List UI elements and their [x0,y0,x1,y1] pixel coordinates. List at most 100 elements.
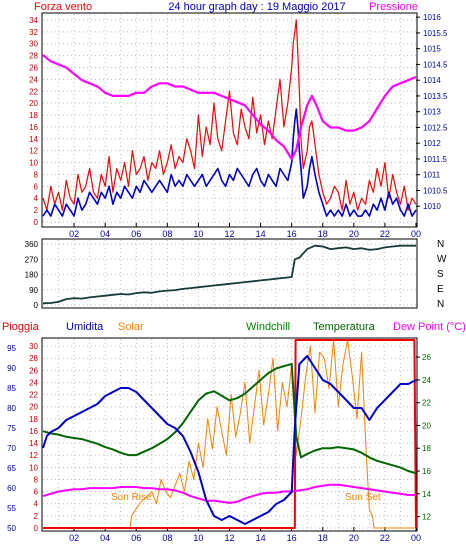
temp-tick-label: 18 [422,444,431,453]
direction-tick-label: 270 [25,255,39,264]
pressure-tick-label: 1011.5 [423,155,447,164]
x-tick-label: 18 [318,229,328,239]
wind-tick-label: 34 [29,16,38,25]
temp-tick-label: 16 [422,467,431,476]
rain-line [43,339,417,529]
chart-title: 24 hour graph day : 19 Maggio 2017 [168,1,345,13]
humidity-tick-label: 75 [7,424,16,433]
humidity-tick-label: 80 [7,404,16,413]
rain-tick-label: 28 [29,354,38,363]
pressure-tick-label: 1010.5 [423,186,448,195]
x-tick-label: 12 [224,229,234,239]
x-tick-label: 22 [380,229,390,239]
rain-tick-label: 2 [34,512,39,521]
wind-speed-line [42,108,417,217]
dewpoint-line [42,483,416,504]
humidity-tick-label: 65 [7,464,16,473]
temp-tick-label: 26 [422,353,431,362]
temp-tick-label: 24 [422,376,431,385]
direction-plot-frame [41,238,418,309]
compass-letter: E [437,284,444,295]
rain-tick-label: 0 [34,524,39,533]
wind-tick-label: 30 [29,40,38,49]
wind-tick-label: 18 [29,111,38,120]
humidity-tick-label: 95 [7,344,16,353]
compass-letter: N [437,299,444,310]
rain-tick-label: 12 [29,451,38,460]
pressure-tick-label: 1016 [423,13,441,22]
rain-tick-label: 16 [29,427,38,436]
wind-tick-label: 2 [34,206,39,215]
temp-tick-label: 22 [422,399,431,408]
humidity-line [42,355,417,525]
pressure-tick-label: 1011 [423,171,441,180]
x-tick-label: 18 [318,533,328,543]
x-tick-label: 08 [162,533,172,543]
pressure-tick-label: 1015 [423,45,441,54]
pressure-tick-label: 1013 [423,108,441,117]
x-tick-label: 20 [349,533,359,543]
humidity-tick-label: 90 [7,364,16,373]
rain-tick-label: 20 [29,403,38,412]
compass-letter: W [437,254,447,265]
wind-tick-label: 32 [29,28,38,37]
wind-tick-label: 28 [29,52,38,61]
x-tick-label: 00 [411,229,421,239]
x-tick-label: 14 [256,533,266,543]
x-tick-label: 00 [411,533,421,543]
rain-tick-label: 10 [29,463,38,472]
legend-pioggia: Pioggia [2,321,40,333]
wind-pressure-panel: Forza vento 24 hour graph day : 19 Maggi… [29,1,448,239]
direction-tick-label: 180 [25,271,39,280]
legend-dewpoint: Dew Point (°C) [393,321,466,333]
wind-tick-label: 16 [29,123,38,132]
x-tick-label: 04 [100,229,110,239]
x-tick-label: 12 [224,533,234,543]
legend-umidita: Umidita [66,321,104,333]
x-tick-label: 16 [287,229,297,239]
direction-tick-label: 0 [34,301,39,310]
wind-tick-label: 4 [34,194,39,203]
pressure-tick-label: 1012.5 [423,123,448,132]
wind-tick-label: 0 [34,218,39,227]
x-tick-label: 16 [287,533,297,543]
rain-tick-label: 24 [29,378,38,387]
wind-tick-label: 8 [34,170,39,179]
pressure-tick-label: 1015.5 [423,29,448,38]
humidity-tick-label: 55 [7,504,16,513]
legend-temperatura: Temperatura [313,321,376,333]
direction-tick-label: 90 [29,286,38,295]
humidity-tick-label: 70 [7,444,16,453]
wind-tick-label: 26 [29,63,38,72]
rain-tick-label: 18 [29,415,38,424]
rain-tick-label: 8 [34,475,39,484]
pressure-tick-label: 1012 [423,139,441,148]
pressure-axis-title: Pressione [369,1,418,13]
wind-tick-label: 20 [29,99,38,108]
wind-tick-label: 24 [29,75,38,84]
sunset-label: Sun Set [345,492,381,503]
x-tick-label: 22 [380,533,390,543]
wind-tick-label: 14 [29,135,38,144]
pressure-tick-label: 1013.5 [423,92,448,101]
humidity-tick-label: 50 [7,524,16,533]
temperature-line [42,362,417,475]
x-tick-label: 06 [131,533,141,543]
wind-tick-label: 6 [34,182,39,191]
x-tick-label: 20 [349,229,359,239]
wind-tick-label: 12 [29,147,38,156]
pressure-line [42,54,417,161]
legend-solar: Solar [118,321,144,333]
x-tick-label: 08 [162,229,172,239]
pressure-tick-label: 1014.5 [423,60,448,69]
x-tick-label: 06 [131,229,141,239]
wind-tick-label: 10 [29,159,38,168]
rain-tick-label: 14 [29,439,38,448]
temp-tick-label: 14 [422,490,431,499]
x-tick-label: 10 [193,533,203,543]
pressure-tick-label: 1014 [423,76,441,85]
x-tick-label: 02 [69,229,79,239]
solar-line [43,339,416,529]
x-tick-label: 14 [256,229,266,239]
